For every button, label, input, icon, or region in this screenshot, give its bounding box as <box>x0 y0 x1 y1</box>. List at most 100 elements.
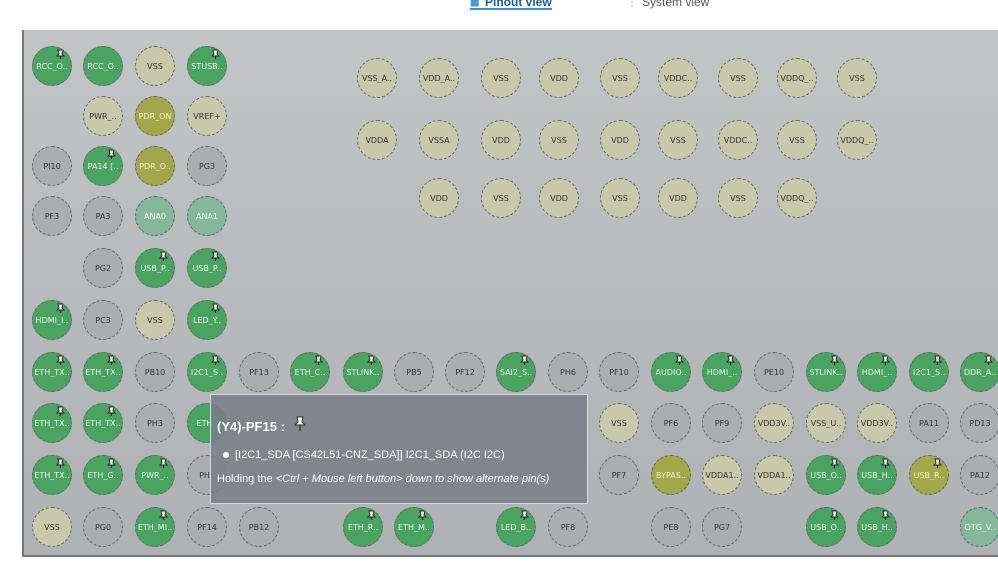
pin[interactable]: VSS <box>600 58 640 98</box>
pin[interactable]: PE8 <box>651 507 691 547</box>
pin[interactable]: PWR_.. <box>135 455 175 495</box>
pin[interactable]: USB_O.. <box>806 507 846 547</box>
pin[interactable]: VSS_U.. <box>806 403 846 443</box>
pin[interactable]: PF12 <box>445 352 485 392</box>
pin[interactable]: PB10 <box>135 352 175 392</box>
pin[interactable]: PG2 <box>83 248 123 288</box>
pin[interactable]: ETH_TX.. <box>32 455 72 495</box>
pin[interactable]: VDDA <box>357 120 397 160</box>
pin[interactable]: VSS <box>481 178 521 218</box>
pin[interactable]: PG7 <box>702 507 742 547</box>
pin[interactable]: PB12 <box>239 507 279 547</box>
pin[interactable]: PF13 <box>239 352 279 392</box>
pin[interactable]: USB_R.. <box>909 455 949 495</box>
pin[interactable]: VSS <box>718 58 758 98</box>
pin[interactable]: USB_O.. <box>806 455 846 495</box>
pin[interactable]: PWR_.. <box>83 96 123 136</box>
pin[interactable]: STLINK.. <box>343 352 383 392</box>
pin[interactable]: ETH_G.. <box>83 455 123 495</box>
pin[interactable]: VSS <box>539 120 579 160</box>
pin[interactable]: VDDQ_.. <box>837 120 877 160</box>
tab-pinout-view[interactable]: ▦ Pinout view <box>470 0 552 10</box>
pin[interactable]: RCC_O.. <box>32 46 72 86</box>
pin[interactable]: PF10 <box>599 352 639 392</box>
pin[interactable]: ETH_TX.. <box>83 403 123 443</box>
pin[interactable]: PF3 <box>32 196 72 236</box>
pin[interactable]: AUDIO.. <box>651 352 691 392</box>
pinout-canvas[interactable]: RCC_O.. RCC_O.. VSS STUSB.. VSS_A.. VDD_A.. VS… <box>22 30 998 557</box>
pin[interactable]: PG3 <box>187 146 227 186</box>
tab-system-view[interactable]: ⋮ System view <box>627 0 709 10</box>
pin[interactable]: VDD <box>481 120 521 160</box>
pin[interactable]: USB_P.. <box>135 248 175 288</box>
pin[interactable]: VREF+ <box>187 96 227 136</box>
pin[interactable]: PA11 <box>909 403 949 443</box>
pin[interactable]: PH3 <box>135 403 175 443</box>
pin[interactable]: ANA0 <box>135 196 175 236</box>
pin[interactable]: VDD <box>419 178 459 218</box>
pin[interactable]: SAI2_S.. <box>496 352 536 392</box>
pin[interactable]: PD13 <box>960 403 998 443</box>
pin[interactable]: PA3 <box>83 196 123 236</box>
pin[interactable]: PF9 <box>702 403 742 443</box>
pin[interactable]: ETH_MI.. <box>135 507 175 547</box>
pin[interactable]: STLINK.. <box>806 352 846 392</box>
pin[interactable]: PI10 <box>32 146 72 186</box>
pin[interactable]: VDDQ_.. <box>777 58 817 98</box>
pin[interactable]: VDDQ_.. <box>777 178 817 218</box>
pin[interactable]: PDR_O.. <box>135 146 175 186</box>
pin[interactable]: VSS <box>32 507 72 547</box>
pin[interactable]: PG0 <box>83 507 123 547</box>
pin[interactable]: RCC_O.. <box>83 46 123 86</box>
pin[interactable]: PF6 <box>651 403 691 443</box>
pin[interactable]: VSS <box>481 58 521 98</box>
pin[interactable]: VDD3V.. <box>754 403 794 443</box>
pin[interactable]: PF7 <box>599 455 639 495</box>
pin[interactable]: VSS <box>600 178 640 218</box>
pin[interactable]: PDR_ON <box>135 96 175 136</box>
pin[interactable]: VSS <box>599 403 639 443</box>
pin[interactable]: VDDC.. <box>658 58 698 98</box>
pin[interactable]: VSS_A.. <box>357 58 397 98</box>
pin[interactable]: STUSB.. <box>187 46 227 86</box>
pin[interactable]: HDMI_.. <box>857 352 897 392</box>
pin[interactable]: PF14 <box>187 507 227 547</box>
pin[interactable]: PA14 [.. <box>83 146 123 186</box>
pin[interactable]: VSS <box>135 46 175 86</box>
pin[interactable]: ETH_M.. <box>394 507 434 547</box>
pin[interactable]: LED_B.. <box>496 507 536 547</box>
pin[interactable]: DDR_A.. <box>960 352 998 392</box>
pin[interactable]: BYPAS.. <box>651 455 691 495</box>
pin[interactable]: VDD <box>658 178 698 218</box>
pin[interactable]: VSS <box>135 300 175 340</box>
pin[interactable]: VSS <box>777 120 817 160</box>
pin[interactable]: PE10 <box>754 352 794 392</box>
pin[interactable]: ETH_TX.. <box>32 352 72 392</box>
pin[interactable]: VSS <box>658 120 698 160</box>
pin[interactable]: HDMI_.. <box>702 352 742 392</box>
pin[interactable]: ETH_C.. <box>290 352 330 392</box>
pin[interactable]: VDD_A.. <box>419 58 459 98</box>
pin[interactable]: ETH_TX.. <box>83 352 123 392</box>
pin[interactable]: VDD <box>539 178 579 218</box>
pin[interactable]: USB_H.. <box>857 455 897 495</box>
pin[interactable]: PF8 <box>548 507 588 547</box>
pin[interactable]: ETH_TX.. <box>32 403 72 443</box>
pin[interactable]: PH6 <box>548 352 588 392</box>
pin[interactable]: VSSA <box>419 120 459 160</box>
pin[interactable]: OTG_V.. <box>960 507 998 547</box>
pin[interactable]: I2C1_S.. <box>909 352 949 392</box>
pin[interactable]: USB_H.. <box>857 507 897 547</box>
pin[interactable]: VDDA1.. <box>754 455 794 495</box>
pin[interactable]: VSS <box>837 58 877 98</box>
pin[interactable]: HDMI_I.. <box>32 300 72 340</box>
pin[interactable]: PB5 <box>394 352 434 392</box>
pin[interactable]: VDD3V.. <box>857 403 897 443</box>
pin[interactable]: PA12 <box>960 455 998 495</box>
pin[interactable]: VSS <box>718 178 758 218</box>
pin[interactable]: PC3 <box>83 300 123 340</box>
pin[interactable]: VDD <box>539 58 579 98</box>
pin[interactable]: VDD <box>600 120 640 160</box>
pin[interactable]: VDDA1.. <box>702 455 742 495</box>
pin[interactable]: ANA1 <box>187 196 227 236</box>
